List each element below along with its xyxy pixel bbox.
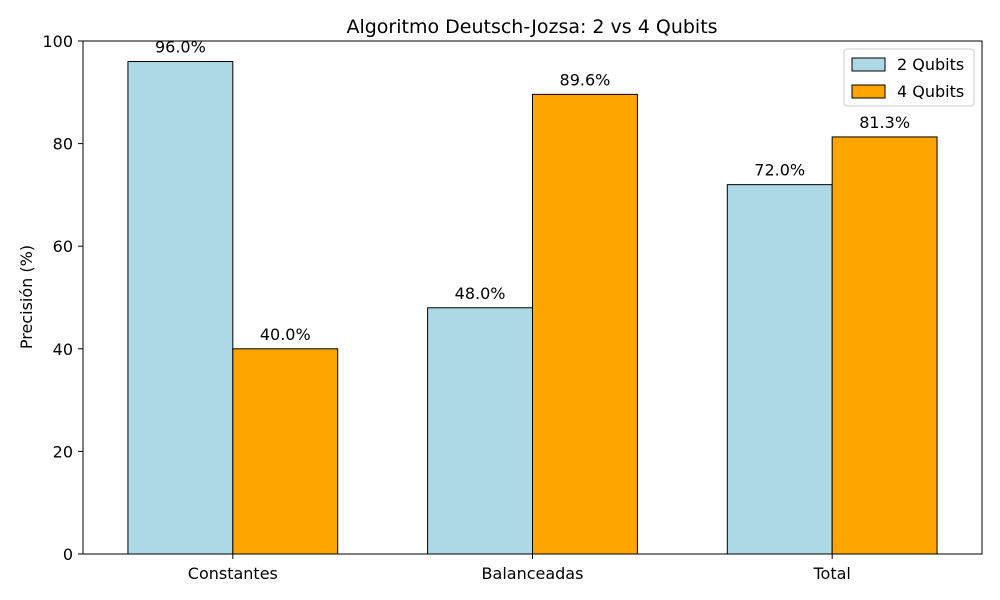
legend-label-2-qubits: 2 Qubits: [897, 55, 964, 74]
y-axis-ticks: 0 20 40 60 80 100: [42, 32, 83, 564]
data-label-2-qubits-constantes: 96.0%: [155, 38, 206, 57]
bar-4-qubits-constantes: [232, 348, 339, 555]
data-labels-layer: 96.0% 48.0% 72.0% 40.0% 89.6% 81.3%: [155, 38, 910, 344]
x-tick-label-constantes: Constantes: [188, 564, 278, 583]
y-tick-label: 60: [53, 237, 73, 256]
x-axis-ticks: Constantes Balanceadas Total: [188, 554, 851, 583]
data-label-2-qubits-balanceadas: 48.0%: [455, 284, 506, 303]
bar-4-qubits-balanceadas: [532, 93, 638, 555]
y-tick-label: 0: [63, 545, 73, 564]
data-label-4-qubits-total: 81.3%: [859, 113, 910, 132]
chart-title: Algoritmo Deutsch-Jozsa: 2 vs 4 Qubits: [346, 16, 717, 38]
y-axis-label: Precisión (%): [17, 245, 36, 349]
bar-4-qubits-total: [831, 136, 938, 555]
y-tick-label: 100: [42, 32, 73, 51]
legend: 2 Qubits 4 Qubits: [843, 48, 975, 107]
x-tick-label-balanceadas: Balanceadas: [482, 564, 584, 583]
y-tick-label: 40: [53, 340, 73, 359]
data-label-2-qubits-total: 72.0%: [754, 161, 805, 180]
y-tick-label: 80: [53, 135, 73, 154]
bar-2-qubits-constantes: [127, 61, 234, 555]
bar-2-qubits-balanceadas: [427, 307, 533, 555]
bars-layer: [127, 61, 938, 555]
legend-swatch-2-qubits: [851, 57, 886, 72]
x-tick-label-total: Total: [812, 564, 850, 583]
legend-swatch-4-qubits: [851, 84, 886, 99]
y-tick-label: 20: [53, 442, 73, 461]
legend-label-4-qubits: 4 Qubits: [897, 82, 964, 101]
data-label-4-qubits-balanceadas: 89.6%: [560, 70, 611, 89]
data-label-4-qubits-constantes: 40.0%: [260, 325, 311, 344]
bar-2-qubits-total: [726, 184, 833, 555]
